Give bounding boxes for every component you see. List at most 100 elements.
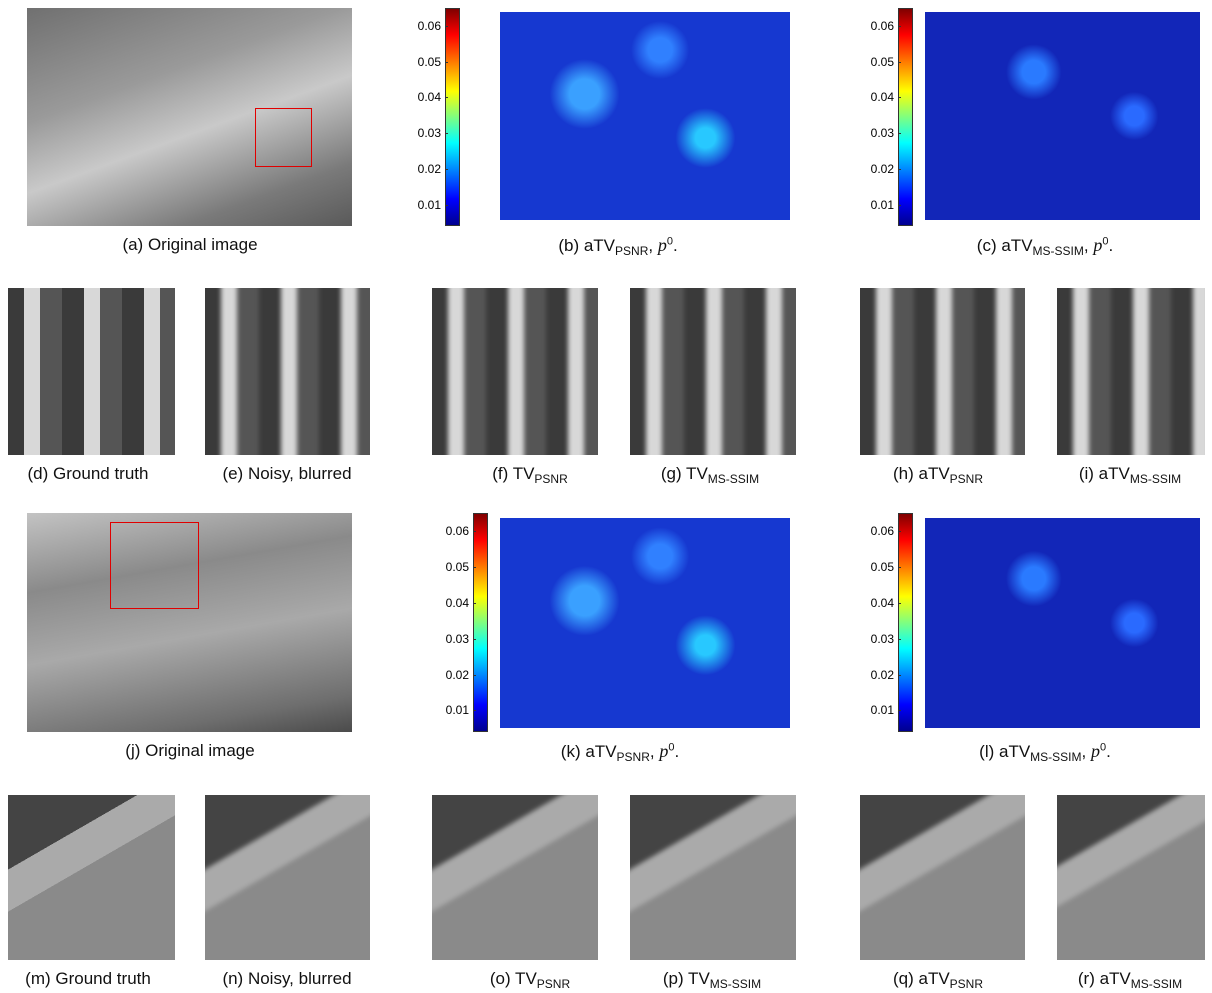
colorbar [898,8,913,226]
image-content [500,12,790,220]
caption-text: (l) aTV [979,742,1030,761]
image-content [925,12,1200,220]
colorbar [473,513,488,732]
caption-subscript: MS-SSIM [710,977,761,991]
caption-variable: p [1091,741,1100,761]
caption: (g) TVMS-SSIM [661,464,759,486]
caption: (l) aTVMS-SSIM, p0. [979,741,1111,764]
colorbar-tick [898,567,901,568]
colorbar [898,513,913,732]
caption: (k) aTVPSNR, p0. [561,741,679,764]
zoom-box [255,108,312,167]
panel-image [630,795,796,960]
caption-variable: p [1093,235,1102,255]
colorbar-tick-label: 0.01 [446,703,469,717]
caption-end: . [1106,742,1111,761]
image-content [1057,795,1205,960]
caption: (i) aTVMS-SSIM [1079,464,1181,486]
caption-separator: , [650,742,659,761]
caption-subscript: PSNR [617,750,650,764]
caption-text: (f) TV [492,464,534,483]
colorbar [445,8,460,226]
caption-text: (k) aTV [561,742,617,761]
colorbar-tick-label: 0.04 [871,596,894,610]
image-content [8,288,175,455]
colorbar-tick-label: 0.03 [418,126,441,140]
caption-text: (r) aTV [1078,969,1131,988]
caption-variable: p [659,741,668,761]
caption-subscript: PSNR [537,977,570,991]
colorbar-tick-label: 0.05 [418,55,441,69]
caption-text: (e) Noisy, blurred [222,464,351,483]
image-content [860,795,1025,960]
panel-image [432,795,598,960]
colorbar-tick-label: 0.06 [446,524,469,538]
image-content [630,795,796,960]
caption-subscript: MS-SSIM [1033,244,1084,258]
colorbar-tick-label: 0.02 [871,162,894,176]
zoom-box [110,522,199,609]
colorbar-tick [898,639,901,640]
colorbar-tick-label: 0.02 [418,162,441,176]
colorbar-tick [473,675,476,676]
caption: (q) aTVPSNR [893,969,983,991]
caption-end: . [1108,236,1113,255]
colorbar-tick-label: 0.05 [871,560,894,574]
caption: (a) Original image [122,235,257,255]
caption-subscript: MS-SSIM [708,472,759,486]
colorbar-tick [898,97,901,98]
panel-image [205,288,370,455]
panel-image [1057,288,1205,455]
colorbar-tick [445,169,448,170]
panel-image [1057,795,1205,960]
caption-text: (h) aTV [893,464,950,483]
colorbar-tick-label: 0.01 [418,198,441,212]
caption-separator: , [1084,236,1093,255]
colorbar-tick [473,603,476,604]
caption: (r) aTVMS-SSIM [1078,969,1182,991]
image-content [205,795,370,960]
panel-image [500,12,790,220]
colorbar-tick-label: 0.04 [446,596,469,610]
caption: (d) Ground truth [28,464,149,484]
caption: (f) TVPSNR [492,464,568,486]
colorbar-tick [898,675,901,676]
caption: (j) Original image [125,741,254,761]
colorbar-tick-label: 0.03 [446,632,469,646]
image-content [630,288,796,455]
panel-image [500,518,790,728]
caption: (p) TVMS-SSIM [663,969,761,991]
image-content [1057,288,1205,455]
image-content [860,288,1025,455]
caption-text: (b) aTV [558,236,615,255]
colorbar-tick [898,62,901,63]
colorbar-tick-label: 0.06 [871,524,894,538]
caption-subscript: PSNR [615,244,648,258]
caption-text: (p) TV [663,969,710,988]
colorbar-tick [898,531,901,532]
colorbar-tick [445,62,448,63]
colorbar-tick [473,639,476,640]
colorbar-tick-label: 0.06 [418,19,441,33]
colorbar-tick [898,710,901,711]
colorbar-tick [445,97,448,98]
image-content [205,288,370,455]
caption-text: (q) aTV [893,969,950,988]
colorbar-tick [473,567,476,568]
colorbar-tick-label: 0.01 [871,198,894,212]
colorbar-tick-label: 0.06 [871,19,894,33]
caption-separator: , [1082,742,1091,761]
panel-image [8,795,175,960]
caption-text: (m) Ground truth [25,969,151,988]
colorbar-tick [445,133,448,134]
colorbar-tick-label: 0.05 [871,55,894,69]
panel-image [860,795,1025,960]
colorbar-tick [473,531,476,532]
panel-image [925,12,1200,220]
panel-image [205,795,370,960]
caption-text: (j) Original image [125,741,254,760]
colorbar-tick-label: 0.02 [446,668,469,682]
caption-text: (g) TV [661,464,708,483]
caption-end: . [674,742,679,761]
caption-subscript: MS-SSIM [1131,977,1182,991]
